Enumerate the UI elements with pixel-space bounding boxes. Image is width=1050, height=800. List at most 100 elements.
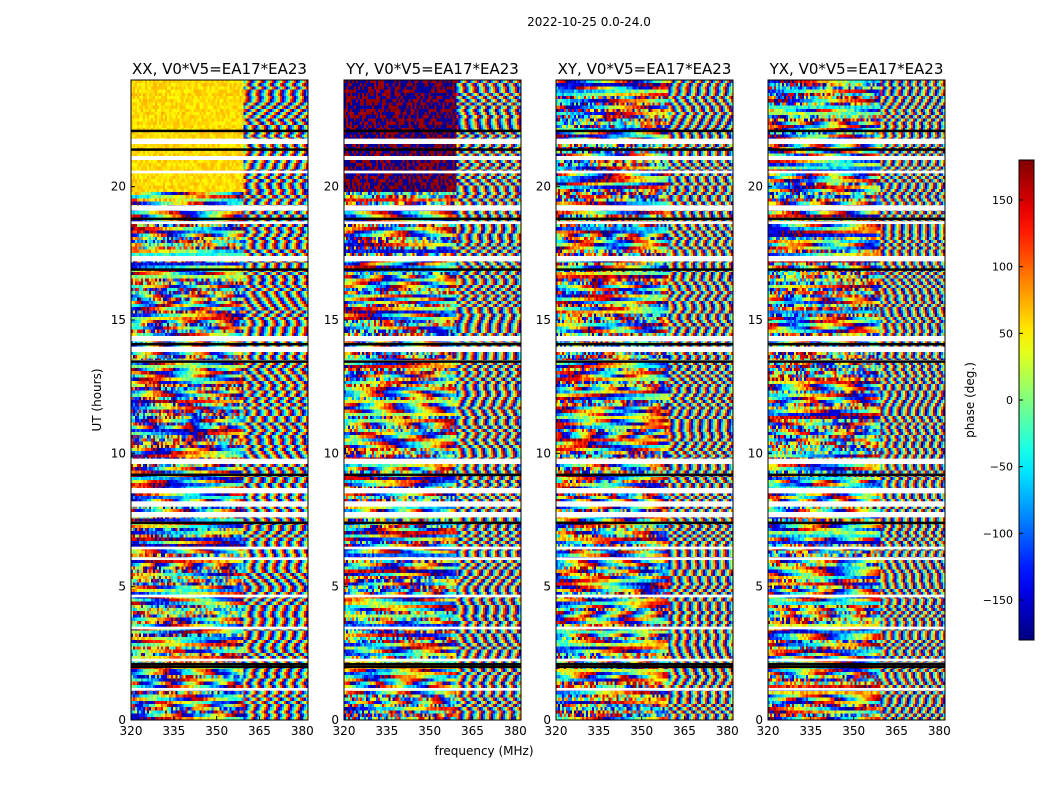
flagged-row — [768, 138, 945, 144]
flagged-row — [131, 546, 308, 550]
flagged-row — [556, 256, 733, 262]
flagged-row — [131, 626, 308, 630]
flag-boundary — [131, 473, 308, 477]
y-tick-label: 0 — [331, 713, 339, 727]
flag-boundary — [344, 343, 521, 346]
x-tick-label: 320 — [333, 724, 356, 738]
flagged-row — [768, 688, 945, 691]
flagged-row — [768, 488, 945, 494]
flagged-row — [344, 658, 521, 662]
flag-boundary — [344, 665, 521, 669]
flag-boundary — [131, 663, 308, 666]
flagged-row — [768, 256, 945, 262]
phase-heatmap — [344, 80, 521, 720]
x-tick-label: 335 — [799, 724, 822, 738]
flagged-row — [131, 458, 308, 464]
flag-boundary — [768, 665, 945, 669]
flagged-row — [556, 688, 733, 691]
flag-boundary — [768, 268, 945, 271]
phase-heatmap — [131, 80, 308, 720]
flagged-row — [768, 346, 945, 352]
flagged-row — [768, 546, 945, 550]
flag-boundary — [131, 665, 308, 669]
flag-boundary — [344, 148, 521, 151]
x-tick-label: 365 — [885, 724, 908, 738]
y-tick-label: 20 — [111, 180, 126, 194]
flagged-row — [344, 336, 521, 342]
y-tick-label: 10 — [324, 446, 339, 460]
colorbar-tick-label: −50 — [990, 461, 1013, 474]
panel-1: YY, V0*V5=EA17*EA23 0 5 10 15 20 320 335 350 365 3… — [324, 60, 527, 738]
flagged-row — [131, 256, 308, 262]
colorbar-label: phase (deg.) — [963, 362, 977, 438]
flagged-row — [344, 170, 521, 174]
flagged-row — [556, 221, 733, 224]
flag-boundary — [344, 129, 521, 133]
flagged-row — [768, 205, 945, 211]
y-tick-label: 20 — [536, 180, 551, 194]
flagged-row — [131, 138, 308, 144]
y-tick-label: 5 — [543, 580, 551, 594]
axes-frame — [555, 79, 734, 721]
flag-boundary — [131, 360, 308, 363]
y-tick-label: 10 — [748, 446, 763, 460]
flag-boundary — [344, 360, 521, 363]
flagged-row — [556, 138, 733, 144]
flagged-row — [131, 688, 308, 691]
flag-boundary — [768, 148, 945, 151]
x-tick-label: 335 — [587, 724, 610, 738]
x-tick-label: 335 — [375, 724, 398, 738]
flagged-row — [768, 170, 945, 174]
flag-boundary — [556, 343, 733, 346]
axes-frame — [343, 79, 522, 721]
flagged-row — [131, 336, 308, 342]
colorbar-tick-label: 100 — [992, 261, 1013, 274]
flagged-row — [344, 256, 521, 262]
flagged-row — [556, 205, 733, 211]
x-tick-label: 350 — [418, 724, 441, 738]
flagged-row — [131, 170, 308, 174]
flagged-row — [768, 221, 945, 224]
flagged-row — [131, 205, 308, 211]
flagged-row — [768, 156, 945, 160]
flagged-row — [131, 512, 308, 518]
flag-boundary — [344, 663, 521, 666]
flag-boundary — [768, 217, 945, 221]
flagged-row — [556, 557, 733, 560]
flagged-row — [344, 156, 521, 160]
x-tick-label: 350 — [842, 724, 865, 738]
flag-boundary — [556, 473, 733, 477]
axes-frame — [130, 79, 309, 721]
x-tick-label: 320 — [545, 724, 568, 738]
flagged-row — [556, 170, 733, 174]
flagged-row — [768, 594, 945, 598]
flagged-row — [556, 346, 733, 352]
flagged-row — [344, 138, 521, 144]
y-tick-label: 5 — [331, 580, 339, 594]
flagged-row — [131, 557, 308, 560]
flag-boundary — [556, 521, 733, 525]
colorbar-tick-label: 0 — [1006, 394, 1013, 407]
y-tick-label: 20 — [324, 180, 339, 194]
colorbar-tick-label: −150 — [983, 594, 1013, 607]
flag-boundary — [768, 129, 945, 133]
colorbar: 150 100 50 0 −50 −100 −150 — [983, 159, 1035, 641]
flagged-row — [768, 501, 945, 507]
phase-heatmap — [768, 80, 945, 720]
x-tick-label: 350 — [630, 724, 653, 738]
x-tick-label: 320 — [120, 724, 143, 738]
flagged-row — [556, 594, 733, 598]
flagged-row — [344, 488, 521, 494]
x-tick-label: 380 — [504, 724, 527, 738]
flagged-row — [131, 594, 308, 598]
y-axis-label: UT (hours) — [90, 368, 104, 431]
y-tick-label: 10 — [536, 446, 551, 460]
panel-title: YY, V0*V5=EA17*EA23 — [345, 60, 519, 78]
flagged-row — [768, 512, 945, 518]
flagged-row — [556, 512, 733, 518]
colorbar-tick-label: 50 — [999, 327, 1013, 340]
x-tick-label: 320 — [757, 724, 780, 738]
y-tick-label: 15 — [536, 313, 551, 327]
flag-boundary — [768, 521, 945, 525]
flagged-row — [556, 156, 733, 160]
